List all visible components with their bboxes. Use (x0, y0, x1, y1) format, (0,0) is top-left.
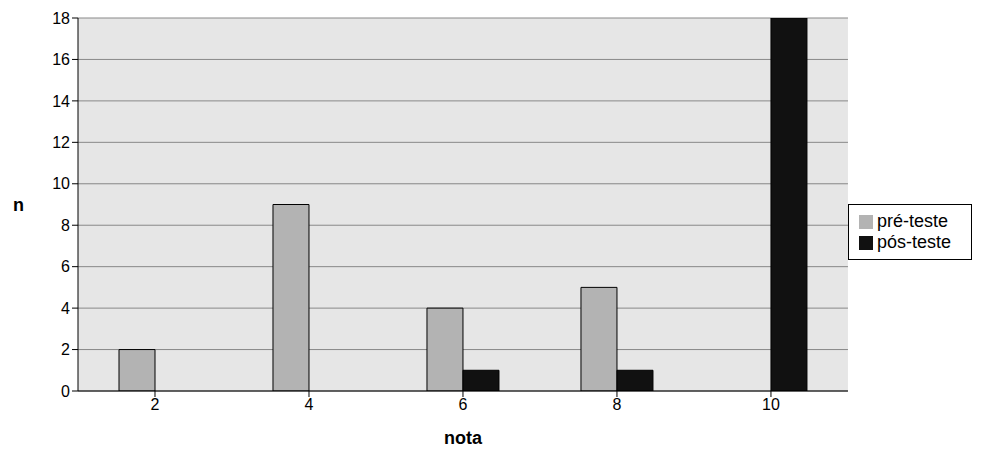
svg-text:4: 4 (305, 396, 314, 413)
svg-text:18: 18 (52, 10, 70, 27)
svg-text:8: 8 (61, 217, 70, 234)
svg-text:12: 12 (52, 134, 70, 151)
svg-text:14: 14 (52, 93, 70, 110)
html-text:pré-teste: pré-teste (877, 211, 948, 231)
svg-text:4: 4 (61, 300, 70, 317)
svg-text:0: 0 (61, 383, 70, 400)
svg-text:16: 16 (52, 51, 70, 68)
svg-text:2: 2 (151, 396, 160, 413)
svg-text:6: 6 (61, 258, 70, 275)
svg-text:6: 6 (459, 396, 468, 413)
html-text:pós-teste: pós-teste (877, 232, 951, 252)
svg-text:10: 10 (52, 175, 70, 192)
svg-text:10: 10 (762, 396, 780, 413)
svg-text:n: n (13, 195, 24, 215)
svg-text:nota: nota (444, 428, 483, 448)
svg-text:2: 2 (61, 341, 70, 358)
svg-text:8: 8 (613, 396, 622, 413)
